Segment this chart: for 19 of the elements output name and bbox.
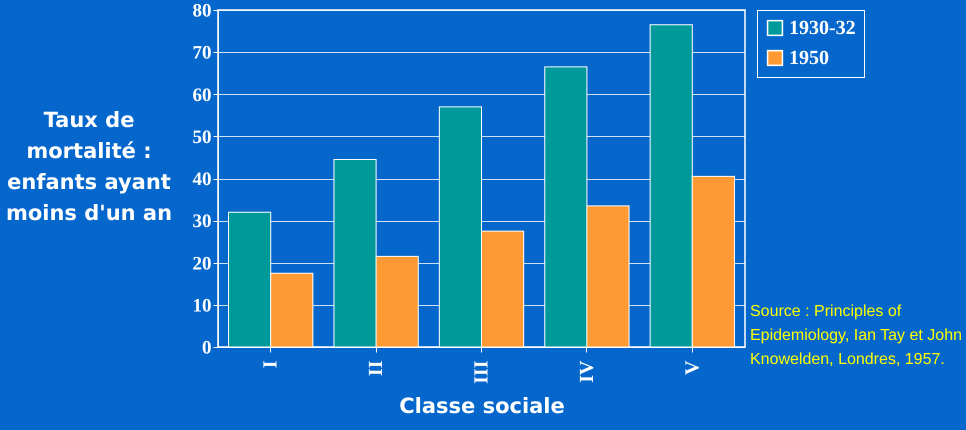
legend-label: 1950 <box>789 47 829 69</box>
y-tick-label: 20 <box>192 253 212 274</box>
x-axis-title: Classe sociale <box>399 394 565 418</box>
x-tick-label: III <box>470 360 492 384</box>
x-tick-label: I <box>260 360 282 368</box>
legend-label: 1930-32 <box>789 17 856 39</box>
y-axis-title: Taux de mortalité : enfants ayant moins d'un an <box>4 107 174 227</box>
y-tick-label: 10 <box>192 295 212 316</box>
y-tick-label: 40 <box>192 169 212 190</box>
y-tick-label: 0 <box>202 338 212 358</box>
y-tick-label: 30 <box>192 211 212 232</box>
source-note: Source : Principles of Epidemiology, Ian Tay et John Knowelden, Londres, 1957. <box>750 302 962 370</box>
y-tick-label: 50 <box>192 126 212 148</box>
y-tick-label: 70 <box>192 42 212 64</box>
x-tick-label: II <box>365 360 388 376</box>
y-tick-label: 60 <box>192 84 212 106</box>
x-tick-label: IV <box>576 360 598 383</box>
y-tick-label: 80 <box>192 0 212 22</box>
x-tick-label: V <box>681 360 704 375</box>
